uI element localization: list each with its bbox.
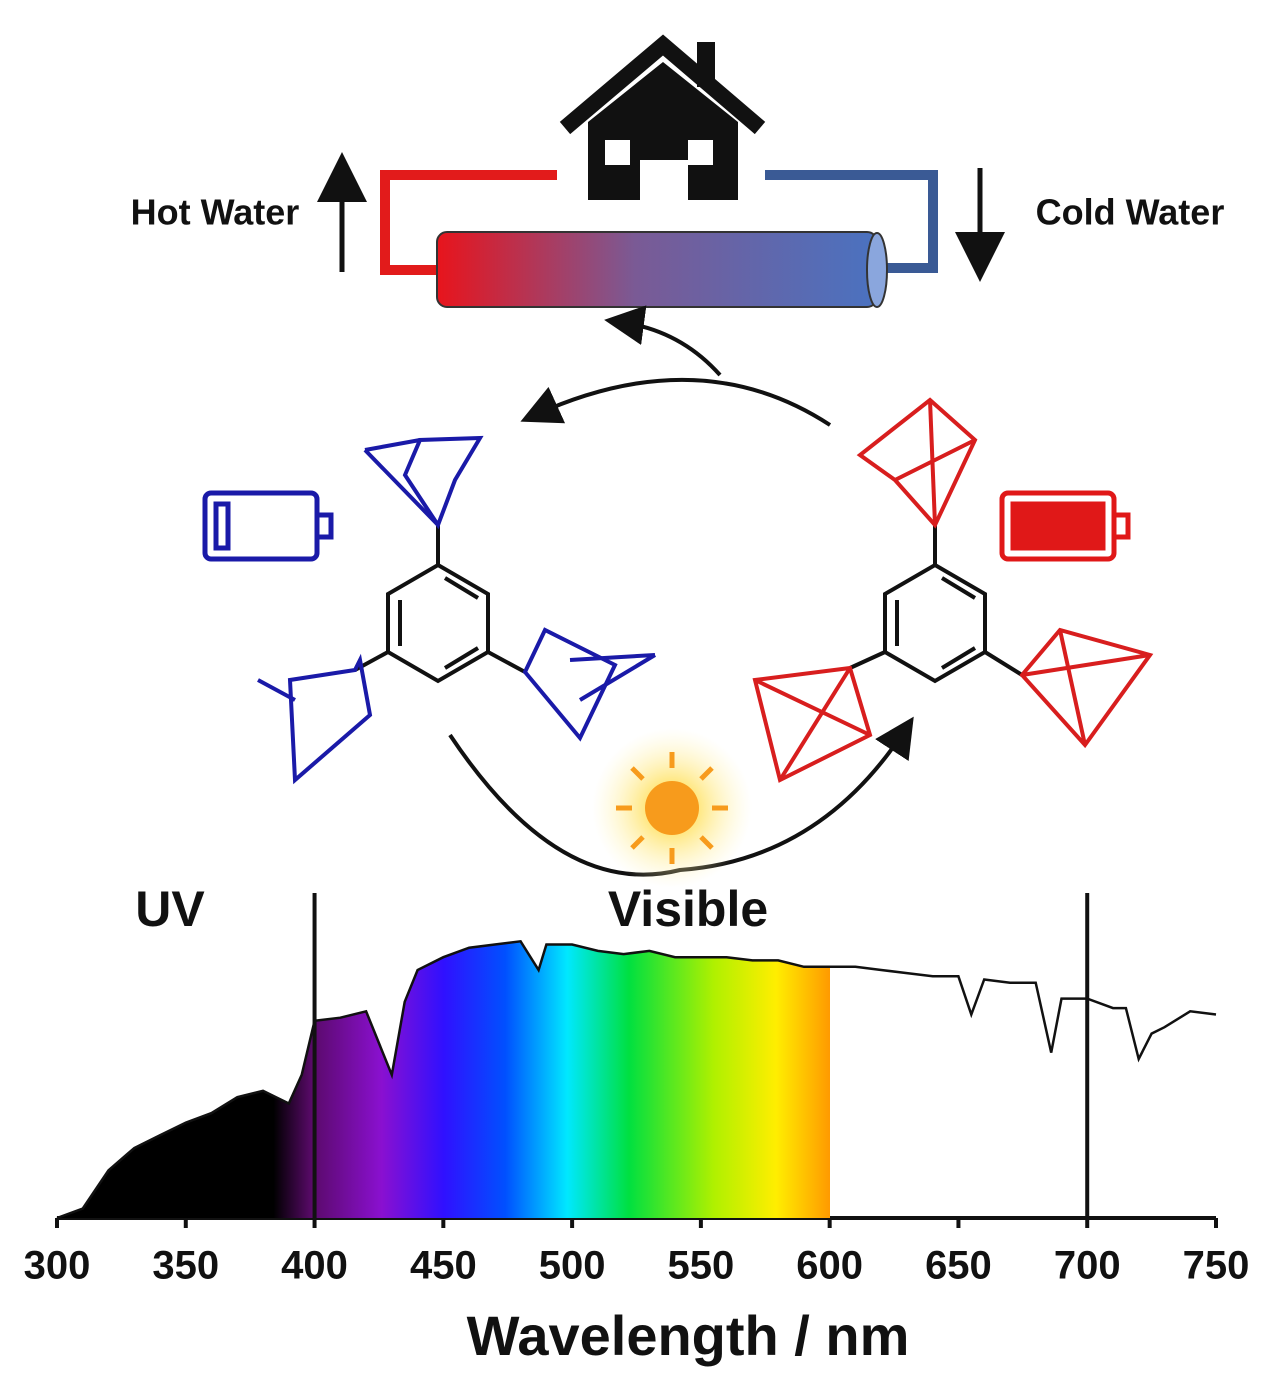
spectrum-area	[57, 941, 830, 1218]
plot: 300 350 400 450 500 550 600 650 700 750	[24, 893, 1250, 1288]
x-tick-label: 500	[539, 1244, 606, 1288]
x-tick-label: 650	[925, 1244, 992, 1288]
house-icon	[559, 34, 766, 200]
hot-pipe	[380, 170, 557, 275]
sun-icon	[592, 728, 752, 888]
heat-exchanger	[436, 231, 878, 308]
cold-water-label: Cold Water	[1036, 192, 1225, 233]
x-tick-label: 400	[281, 1244, 348, 1288]
release-arrow	[520, 377, 832, 427]
full-battery	[999, 490, 1131, 562]
x-tick-label: 600	[796, 1244, 863, 1288]
x-axis-title: Wavelength / nm	[467, 1304, 910, 1367]
x-tick-label: 700	[1054, 1244, 1121, 1288]
x-tick-label: 550	[668, 1244, 735, 1288]
x-tick-label: 350	[152, 1244, 219, 1288]
hot-water-label: Hot Water	[131, 192, 300, 233]
heat-exchanger-end	[866, 232, 888, 308]
quadricyclane-molecule	[752, 397, 1154, 783]
cold-pipe	[765, 170, 938, 273]
spectrum-line	[56, 939, 1217, 1220]
x-tick-label: 300	[24, 1244, 91, 1288]
visible-label: Visible	[608, 881, 768, 937]
norbornadiene-molecule	[257, 435, 657, 785]
x-tick-label: 750	[1183, 1244, 1250, 1288]
x-tick-label: 450	[410, 1244, 477, 1288]
heat-arrow	[604, 305, 722, 377]
uv-label: UV	[135, 881, 205, 937]
empty-battery	[202, 490, 334, 562]
